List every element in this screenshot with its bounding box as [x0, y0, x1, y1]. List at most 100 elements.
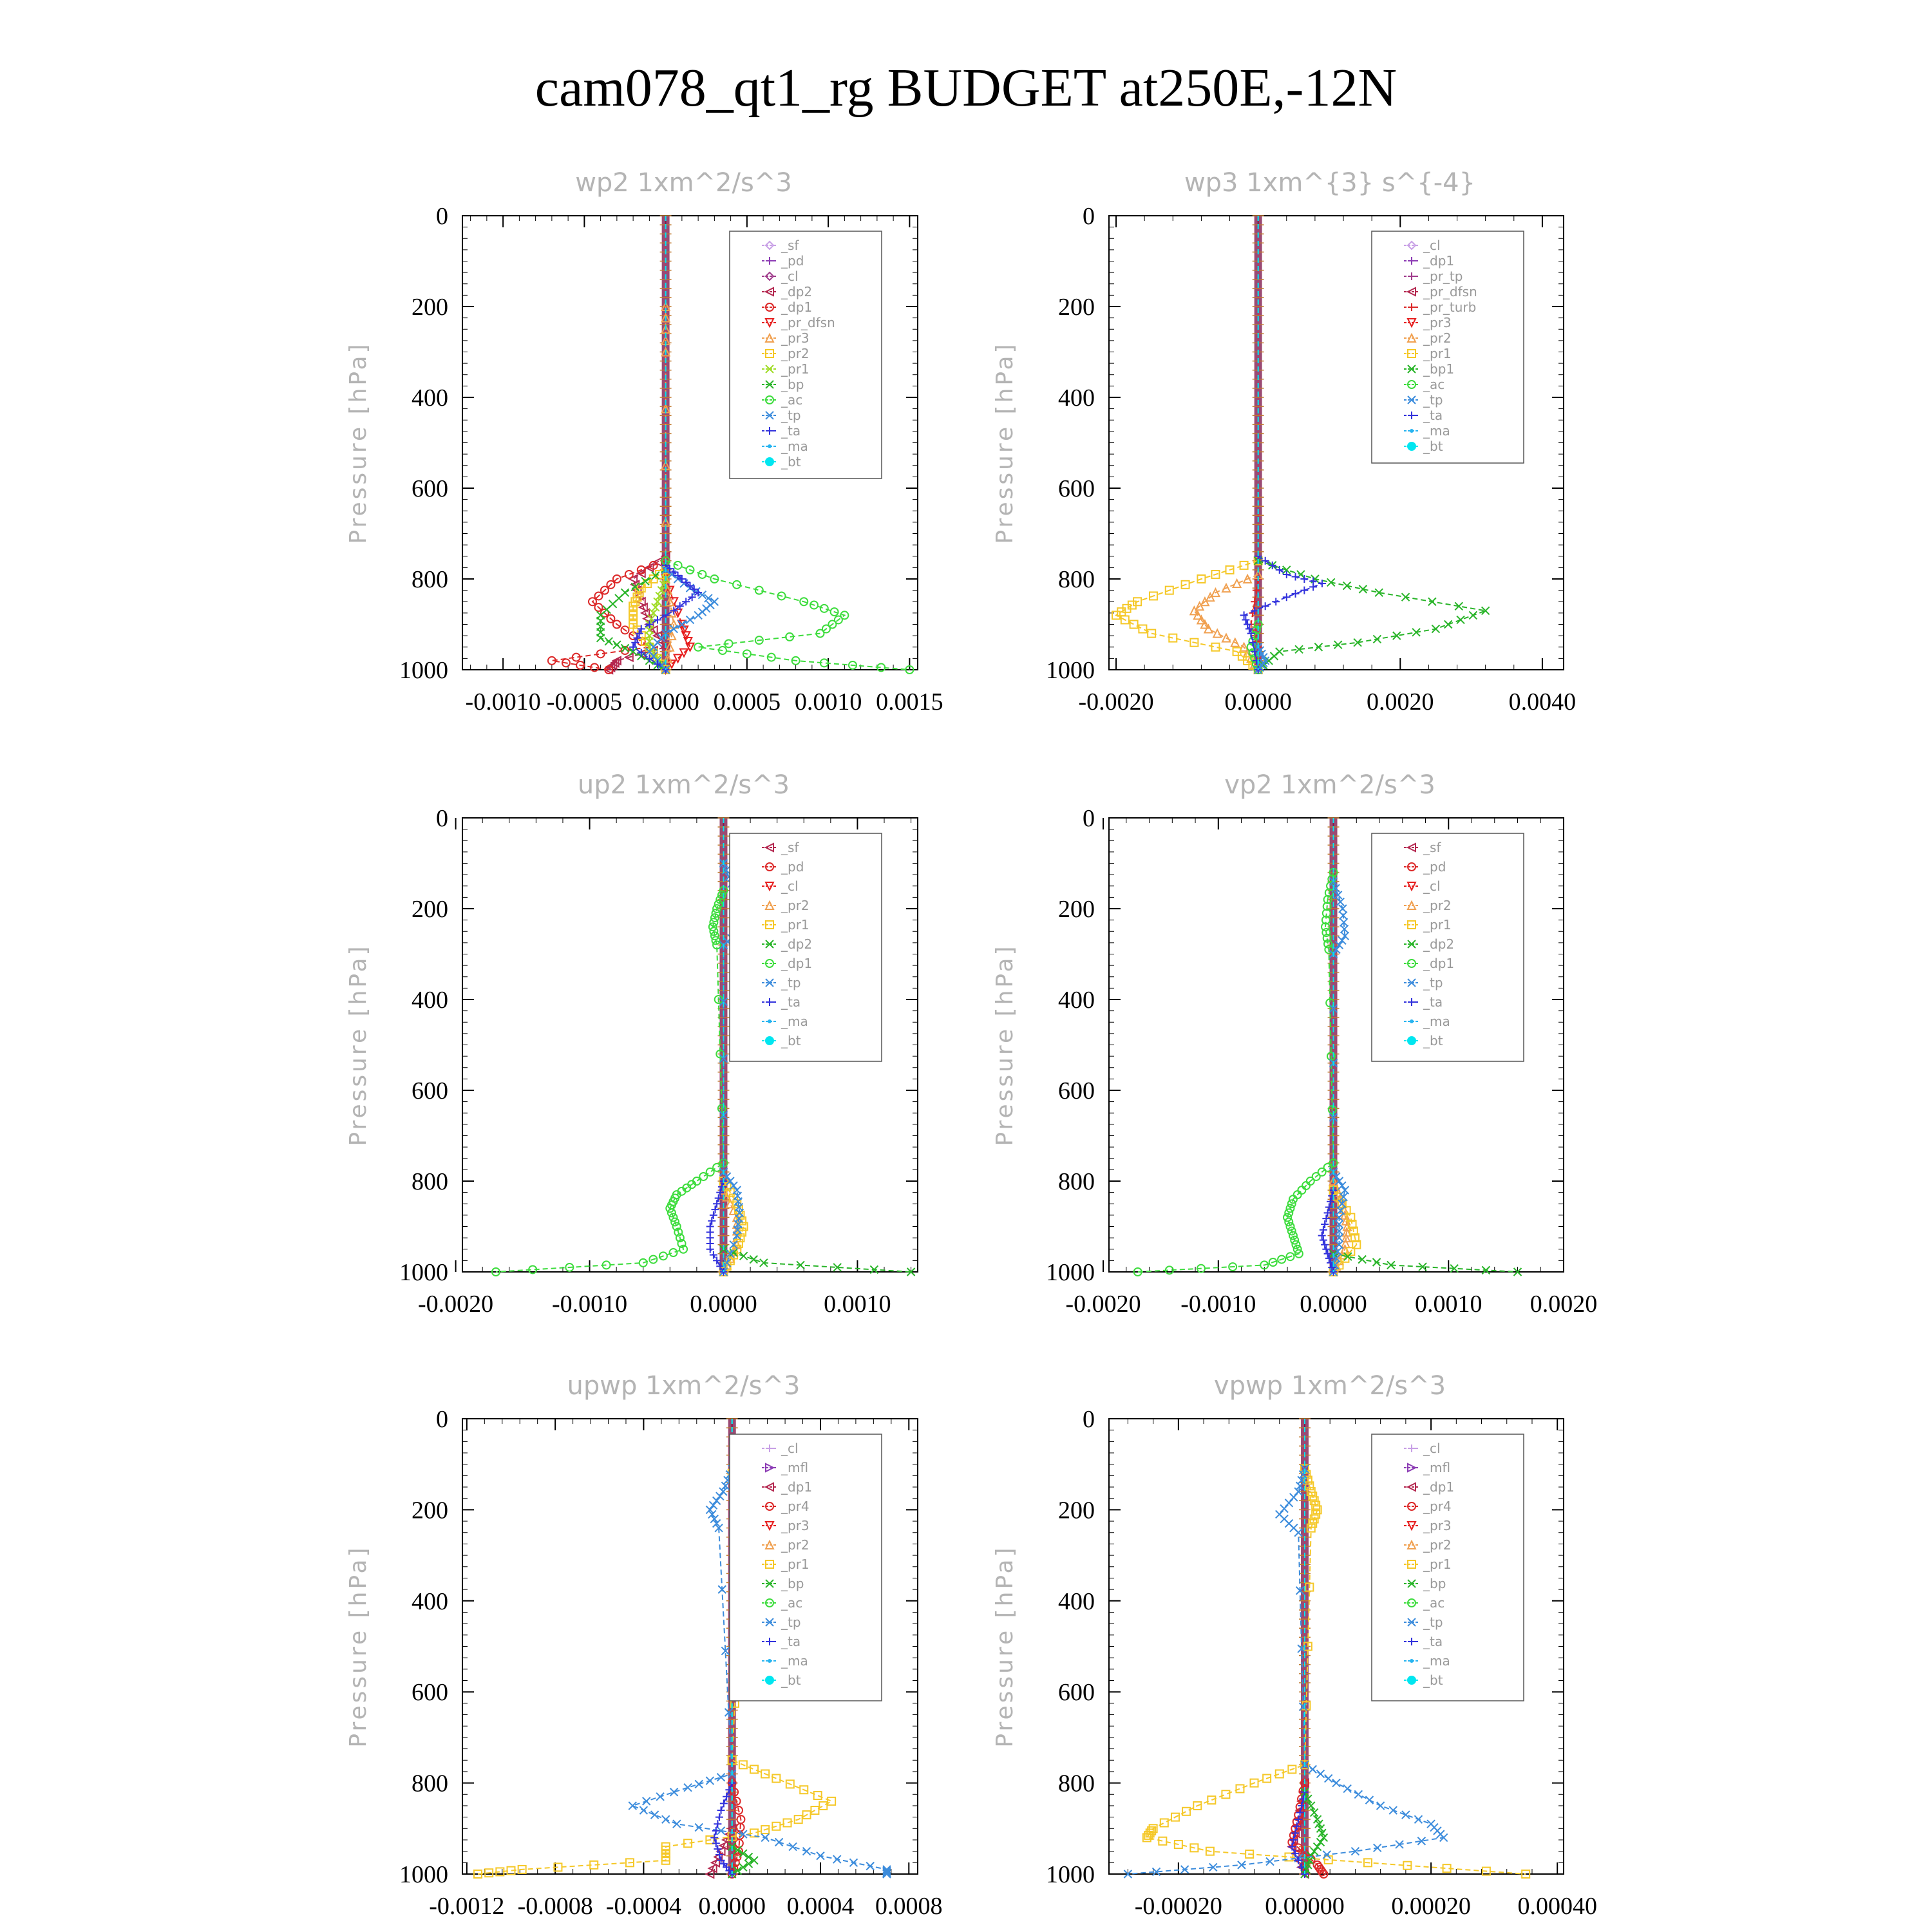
x-tick-label: 0.0000: [1300, 1291, 1367, 1318]
series-marker: [1151, 1867, 1161, 1877]
series-marker: [711, 909, 721, 918]
series-marker: [694, 611, 703, 620]
y-tick-label: 200: [412, 294, 448, 321]
series-marker: [1350, 1233, 1360, 1243]
series-marker: [1294, 1249, 1303, 1258]
series-marker: [1338, 936, 1347, 945]
x-tick-label: 0.0000: [698, 1893, 766, 1920]
legend-marker: [1406, 1521, 1417, 1531]
series-marker: [726, 1249, 735, 1258]
series-marker: [669, 624, 678, 634]
y-axis-label: Pressure [hPa]: [992, 943, 1018, 1146]
series-marker: [677, 575, 686, 583]
series-marker: [1307, 1852, 1316, 1861]
series-marker: [1148, 591, 1158, 601]
series-marker: [1322, 902, 1332, 911]
legend-marker: [1407, 1560, 1416, 1569]
series-marker: [642, 1797, 651, 1806]
series-marker: [1287, 1226, 1296, 1236]
series-marker: [716, 1773, 726, 1782]
series-marker: [849, 1858, 858, 1868]
series-marker: [1291, 1240, 1301, 1249]
series-marker: [1309, 1496, 1319, 1506]
series-marker: [730, 1787, 739, 1797]
series-marker: [714, 995, 723, 1004]
series-marker: [713, 1256, 721, 1265]
series-marker: [651, 603, 660, 612]
series-marker: [711, 936, 721, 945]
series-marker: [1325, 1203, 1333, 1211]
legend-entry: _cl: [1423, 878, 1441, 894]
series-marker: [1428, 597, 1437, 606]
series-marker: [1189, 1843, 1199, 1853]
series-marker: [694, 589, 703, 597]
panel-title: wp2 1xm^2/s^3: [575, 168, 792, 198]
series-marker: [715, 1492, 724, 1501]
series-marker: [1291, 1829, 1300, 1837]
legend-entry: _pr1: [781, 917, 810, 933]
series-marker: [1321, 1240, 1329, 1249]
series-line: [495, 890, 724, 1273]
legend-entry: _ac: [1423, 1595, 1444, 1611]
budget-panel-4: vp2 1xm^2/s^3 Pressure [hPa] 0 200 400 600 800…: [992, 770, 1597, 1318]
legend-entry: _dp2: [781, 936, 812, 952]
series-marker: [759, 1258, 768, 1267]
series-marker: [1319, 1226, 1327, 1234]
y-tick-label: 800: [1058, 1168, 1095, 1195]
series-marker: [1346, 1247, 1356, 1256]
series-marker: [1246, 642, 1256, 652]
series-marker: [1334, 1213, 1344, 1222]
legend-box: [729, 1434, 882, 1701]
y-tick-label: 400: [412, 1588, 448, 1615]
legend-box: [1371, 1434, 1524, 1701]
series-marker: [685, 642, 696, 652]
legend-entry: _tp: [781, 408, 801, 423]
y-tick-label: 200: [412, 896, 448, 923]
series-marker: [713, 1200, 721, 1208]
series-marker: [1358, 585, 1368, 594]
series-ta: [1318, 1186, 1338, 1276]
series-marker: [630, 597, 640, 607]
series-marker: [601, 1260, 611, 1270]
series-marker: [590, 663, 600, 672]
legend-marker: [1408, 257, 1416, 265]
series-marker: [710, 574, 719, 583]
series-marker: [1513, 1267, 1522, 1276]
legend-entry: _bp: [781, 377, 804, 392]
series-marker: [704, 594, 713, 603]
series-marker: [1293, 1244, 1302, 1254]
series-pr1: [473, 1468, 837, 1879]
series-marker: [1318, 1231, 1326, 1240]
series-marker: [1197, 574, 1206, 583]
series-marker: [714, 1820, 722, 1828]
series-marker: [1323, 895, 1332, 904]
legend-marker: [764, 882, 775, 892]
series-marker: [636, 565, 646, 574]
legend-entry: _pr3: [1423, 315, 1452, 330]
series-marker: [1431, 624, 1441, 634]
series-marker: [629, 643, 638, 651]
series-marker: [1454, 601, 1463, 611]
series-marker: [1193, 1801, 1202, 1810]
y-tick-label: 400: [1058, 1588, 1095, 1615]
series-marker: [1352, 1240, 1361, 1249]
series-marker: [1123, 1870, 1133, 1879]
series-marker: [1209, 1862, 1218, 1872]
series-marker: [1290, 1235, 1300, 1245]
series-marker: [1316, 1837, 1325, 1847]
x-tick-label: -0.0005: [547, 688, 622, 715]
series-marker: [1211, 642, 1220, 652]
legend-entry: _pr_dfsn: [1423, 284, 1477, 299]
series-marker: [802, 1810, 811, 1820]
series-marker: [772, 1774, 781, 1783]
series-marker: [1306, 1487, 1316, 1497]
series-marker: [565, 1262, 574, 1272]
series-marker: [1244, 620, 1252, 629]
series-marker: [1189, 605, 1199, 616]
series-marker: [1193, 610, 1203, 620]
x-tick-label: 0.00020: [1391, 1893, 1471, 1920]
series-marker: [719, 997, 728, 1007]
series-marker: [629, 606, 638, 616]
series-marker: [629, 647, 638, 656]
series-marker: [1289, 1493, 1298, 1502]
